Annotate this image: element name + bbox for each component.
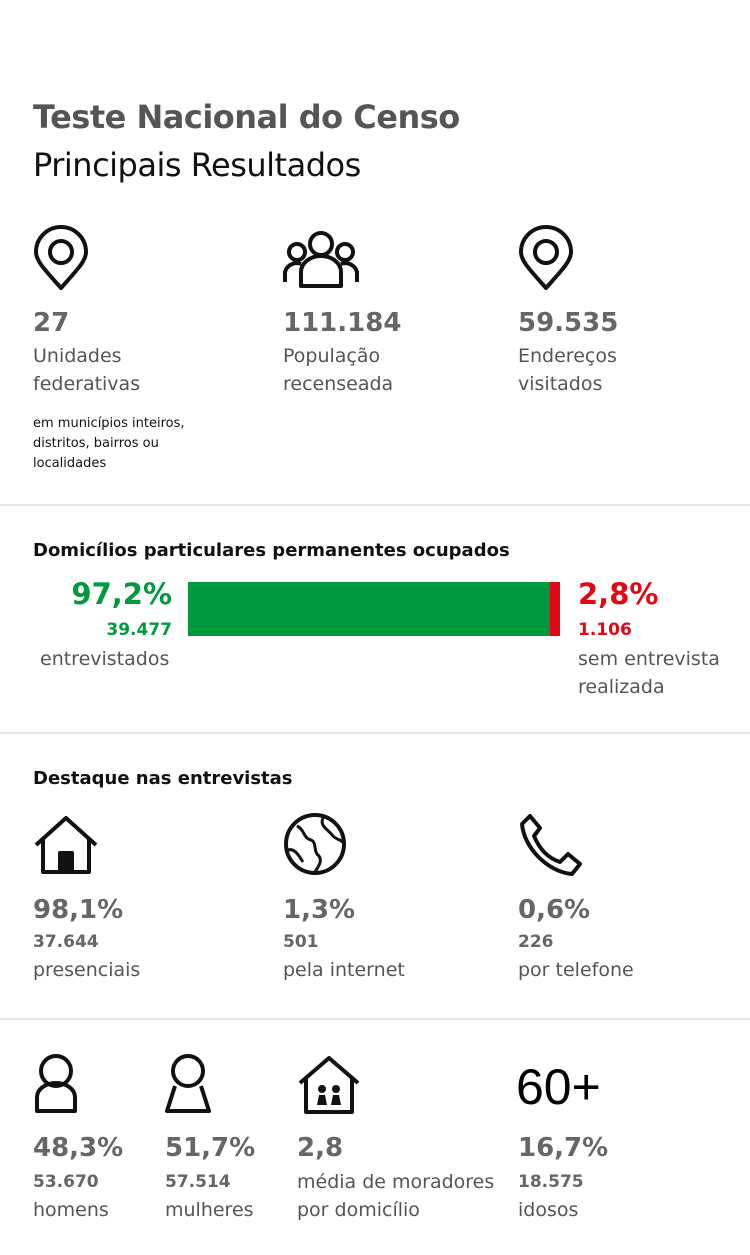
label: mulheres xyxy=(165,1199,254,1221)
count: 501 xyxy=(283,932,319,952)
section-title: Destaque nas entrevistas xyxy=(33,768,293,789)
percent: 0,6% xyxy=(518,895,591,925)
percent: 1,3% xyxy=(283,895,356,925)
age-icon: 60+ xyxy=(516,1059,601,1115)
stat-label: Unidades federativas xyxy=(33,345,141,395)
label: idosos xyxy=(518,1199,579,1221)
family-house-icon xyxy=(298,1056,360,1114)
title: Teste Nacional do Censo xyxy=(33,98,460,136)
stat-label: População recenseada xyxy=(283,345,394,395)
count: 37.644 xyxy=(33,932,99,952)
house-icon xyxy=(34,816,98,874)
stat-value: 111.184 xyxy=(283,308,402,338)
percent: 16,7% xyxy=(518,1133,609,1163)
label: entrevistados xyxy=(40,648,170,670)
percent: 51,7% xyxy=(165,1133,256,1163)
bar xyxy=(188,582,560,636)
phone-icon xyxy=(520,814,582,876)
pin-icon xyxy=(519,225,573,290)
divider xyxy=(0,732,750,734)
label: pela internet xyxy=(283,959,405,981)
percent: 2,8 xyxy=(297,1133,344,1163)
divider xyxy=(0,1018,750,1020)
count: 53.670 xyxy=(33,1172,99,1192)
count: 226 xyxy=(518,932,554,952)
man-icon xyxy=(35,1054,77,1113)
subtitle: Principais Resultados xyxy=(33,146,361,184)
label: presenciais xyxy=(33,959,141,981)
percent: 2,8% xyxy=(578,577,659,611)
stat-note: em municípios inteiros, distritos, bairr… xyxy=(33,416,185,471)
label: média de moradores por domicílio xyxy=(297,1171,495,1221)
divider xyxy=(0,504,750,506)
count: 39.477 xyxy=(106,620,172,640)
bar-segment xyxy=(549,582,560,636)
count: 1.106 xyxy=(578,620,632,640)
label: por telefone xyxy=(518,959,634,981)
label: sem entrevista realizada xyxy=(578,648,720,698)
percent: 48,3% xyxy=(33,1133,124,1163)
globe-icon xyxy=(284,813,346,875)
stat-value: 59.535 xyxy=(518,308,619,338)
percent: 98,1% xyxy=(33,895,124,925)
label: homens xyxy=(33,1199,109,1221)
section-title: Domicílios particulares permanentes ocup… xyxy=(33,540,510,561)
people-icon xyxy=(283,231,359,288)
percent: 97,2% xyxy=(71,577,172,611)
count: 18.575 xyxy=(518,1172,584,1192)
woman-icon xyxy=(165,1054,211,1113)
stat-label: Endereços visitados xyxy=(518,345,617,395)
count: 57.514 xyxy=(165,1172,231,1192)
stat-value: 27 xyxy=(33,308,70,338)
bar-segment xyxy=(188,582,550,636)
pin-icon xyxy=(34,225,88,290)
